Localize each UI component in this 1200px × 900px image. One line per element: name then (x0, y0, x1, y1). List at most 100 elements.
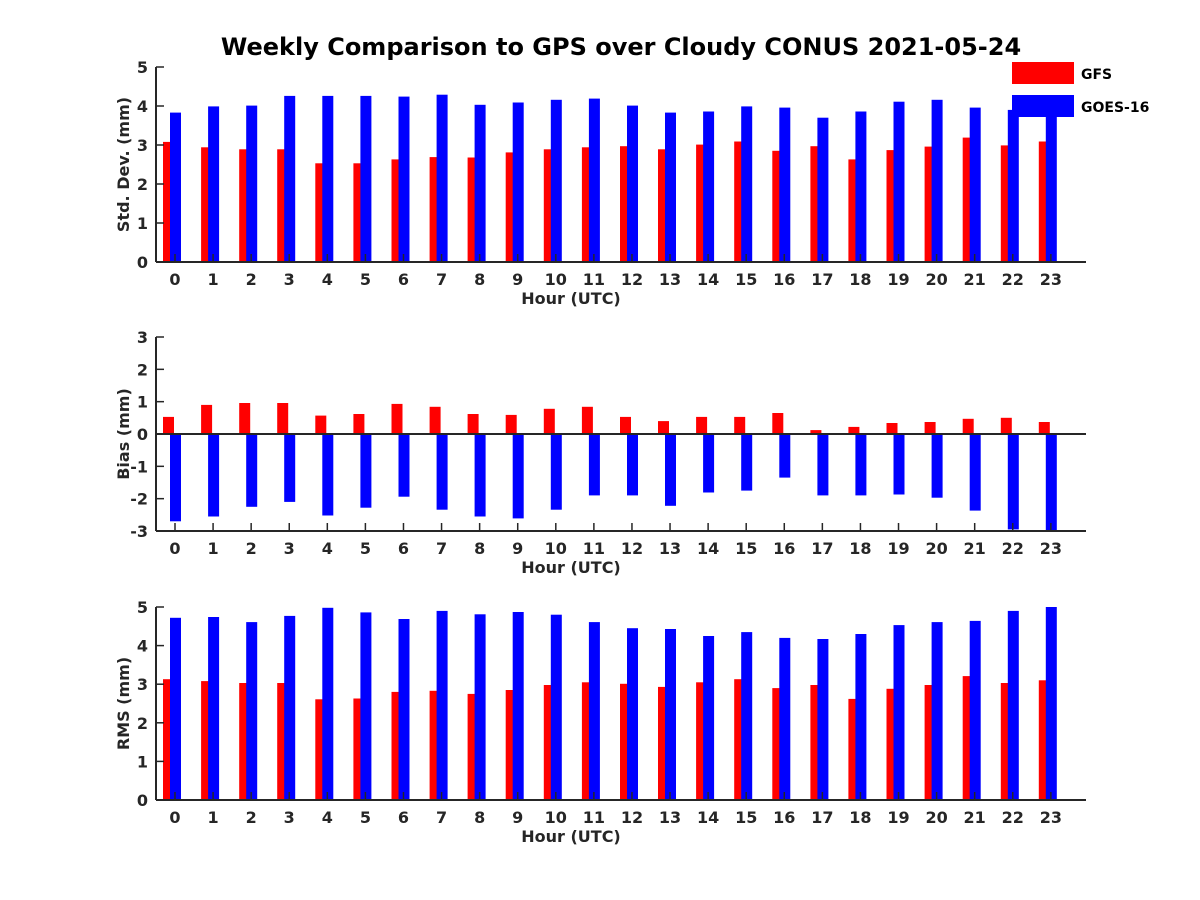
bar-goes16-1-8 (474, 434, 486, 517)
x-tick-label-1-13: 13 (659, 539, 681, 558)
x-tick-label-0-9: 9 (512, 270, 523, 289)
bar-gfs-1-5 (353, 414, 365, 434)
bar-goes16-1-13 (665, 434, 676, 506)
x-axis-label-1: Hour (UTC) (521, 558, 621, 577)
bar-gfs-2-9 (505, 690, 517, 800)
x-tick-label-0-23: 23 (1040, 270, 1062, 289)
y-tick-label-0-0: 0 (137, 253, 148, 272)
bar-gfs-0-16 (772, 150, 784, 262)
bar-goes16-2-17 (817, 639, 829, 800)
bar-goes16-0-6 (398, 96, 410, 262)
x-tick-label-1-11: 11 (583, 539, 605, 558)
x-tick-label-2-8: 8 (474, 808, 485, 827)
bar-goes16-1-0 (170, 434, 181, 522)
x-tick-label-1-15: 15 (735, 539, 757, 558)
bar-gfs-0-6 (391, 159, 403, 262)
bar-gfs-2-12 (620, 683, 631, 800)
x-tick-label-0-21: 21 (964, 270, 986, 289)
bar-gfs-2-18 (848, 698, 860, 800)
chart-title: Weekly Comparison to GPS over Cloudy CON… (221, 33, 1021, 61)
bar-gfs-2-1 (201, 681, 213, 800)
x-tick-label-0-22: 22 (1002, 270, 1024, 289)
bar-gfs-2-13 (658, 686, 669, 800)
bar-gfs-1-13 (658, 421, 669, 434)
bar-gfs-1-6 (391, 403, 403, 434)
bar-goes16-0-17 (817, 117, 829, 262)
bar-goes16-2-7 (436, 610, 448, 800)
legend-label-goes16: GOES-16 (1081, 100, 1149, 116)
bar-goes16-1-11 (588, 434, 600, 496)
bar-gfs-1-4 (315, 415, 327, 434)
bar-gfs-0-9 (505, 152, 517, 262)
bar-gfs-0-19 (886, 150, 898, 262)
x-tick-label-0-4: 4 (322, 270, 333, 289)
x-tick-label-2-11: 11 (583, 808, 605, 827)
x-tick-label-2-4: 4 (322, 808, 333, 827)
legend-label-gfs: GFS (1081, 67, 1112, 83)
x-tick-label-0-14: 14 (697, 270, 719, 289)
bar-goes16-2-8 (474, 614, 486, 800)
x-tick-label-2-0: 0 (169, 808, 180, 827)
bar-gfs-1-16 (772, 413, 784, 434)
x-tick-label-1-19: 19 (887, 539, 909, 558)
y-tick-label-0-5: 5 (137, 58, 148, 77)
bar-gfs-2-11 (581, 682, 593, 800)
bar-gfs-2-20 (924, 685, 936, 800)
bar-goes16-2-2 (246, 622, 258, 800)
bar-goes16-0-10 (550, 99, 562, 262)
bar-gfs-2-6 (391, 691, 403, 800)
bar-gfs-1-12 (620, 416, 631, 434)
x-tick-label-2-22: 22 (1002, 808, 1024, 827)
bar-gfs-1-1 (201, 404, 213, 434)
bar-goes16-0-11 (588, 98, 600, 262)
x-tick-label-1-8: 8 (474, 539, 485, 558)
bar-goes16-0-8 (474, 104, 486, 262)
x-tick-label-2-9: 9 (512, 808, 523, 827)
bar-goes16-1-23 (1045, 434, 1057, 531)
x-tick-label-2-13: 13 (659, 808, 681, 827)
x-tick-label-0-6: 6 (398, 270, 409, 289)
x-tick-label-1-4: 4 (322, 539, 333, 558)
bar-goes16-1-20 (931, 434, 943, 498)
bar-gfs-0-4 (315, 163, 327, 262)
bar-gfs-1-17 (810, 430, 822, 434)
x-axis-label-0: Hour (UTC) (521, 289, 621, 308)
bar-goes16-1-7 (436, 434, 448, 510)
x-tick-label-1-21: 21 (964, 539, 986, 558)
bar-goes16-2-20 (931, 622, 943, 800)
x-tick-label-0-3: 3 (284, 270, 295, 289)
y-tick-label-2-4: 4 (137, 637, 148, 656)
bar-goes16-0-16 (779, 107, 791, 262)
bar-gfs-2-3 (277, 683, 289, 800)
x-tick-label-0-19: 19 (887, 270, 909, 289)
bar-goes16-0-19 (893, 101, 905, 262)
x-tick-label-2-21: 21 (964, 808, 986, 827)
bar-goes16-0-3 (284, 95, 296, 263)
y-tick-label-1--3: -3 (130, 522, 148, 541)
bar-gfs-0-14 (696, 144, 708, 262)
bar-goes16-0-4 (322, 95, 334, 263)
x-tick-label-2-18: 18 (849, 808, 871, 827)
bar-goes16-2-0 (170, 617, 181, 800)
y-tick-label-2-2: 2 (137, 714, 148, 733)
x-tick-label-1-20: 20 (925, 539, 947, 558)
bar-goes16-0-2 (246, 105, 258, 262)
bar-gfs-0-17 (810, 146, 822, 262)
bar-gfs-0-7 (429, 157, 441, 262)
x-tick-label-1-22: 22 (1002, 539, 1024, 558)
x-tick-label-0-0: 0 (169, 270, 180, 289)
bar-gfs-0-2 (239, 149, 251, 262)
x-tick-label-1-9: 9 (512, 539, 523, 558)
bar-gfs-2-19 (886, 688, 898, 800)
x-tick-label-0-11: 11 (583, 270, 605, 289)
bar-goes16-0-20 (931, 99, 943, 262)
bar-gfs-1-20 (924, 422, 936, 434)
y-tick-label-0-4: 4 (137, 97, 148, 116)
bar-gfs-1-11 (581, 406, 593, 434)
bar-goes16-0-23 (1045, 110, 1057, 262)
x-tick-label-2-20: 20 (925, 808, 947, 827)
bar-goes16-0-22 (1007, 109, 1019, 263)
bar-gfs-0-12 (620, 146, 631, 262)
bar-gfs-1-9 (505, 414, 517, 434)
